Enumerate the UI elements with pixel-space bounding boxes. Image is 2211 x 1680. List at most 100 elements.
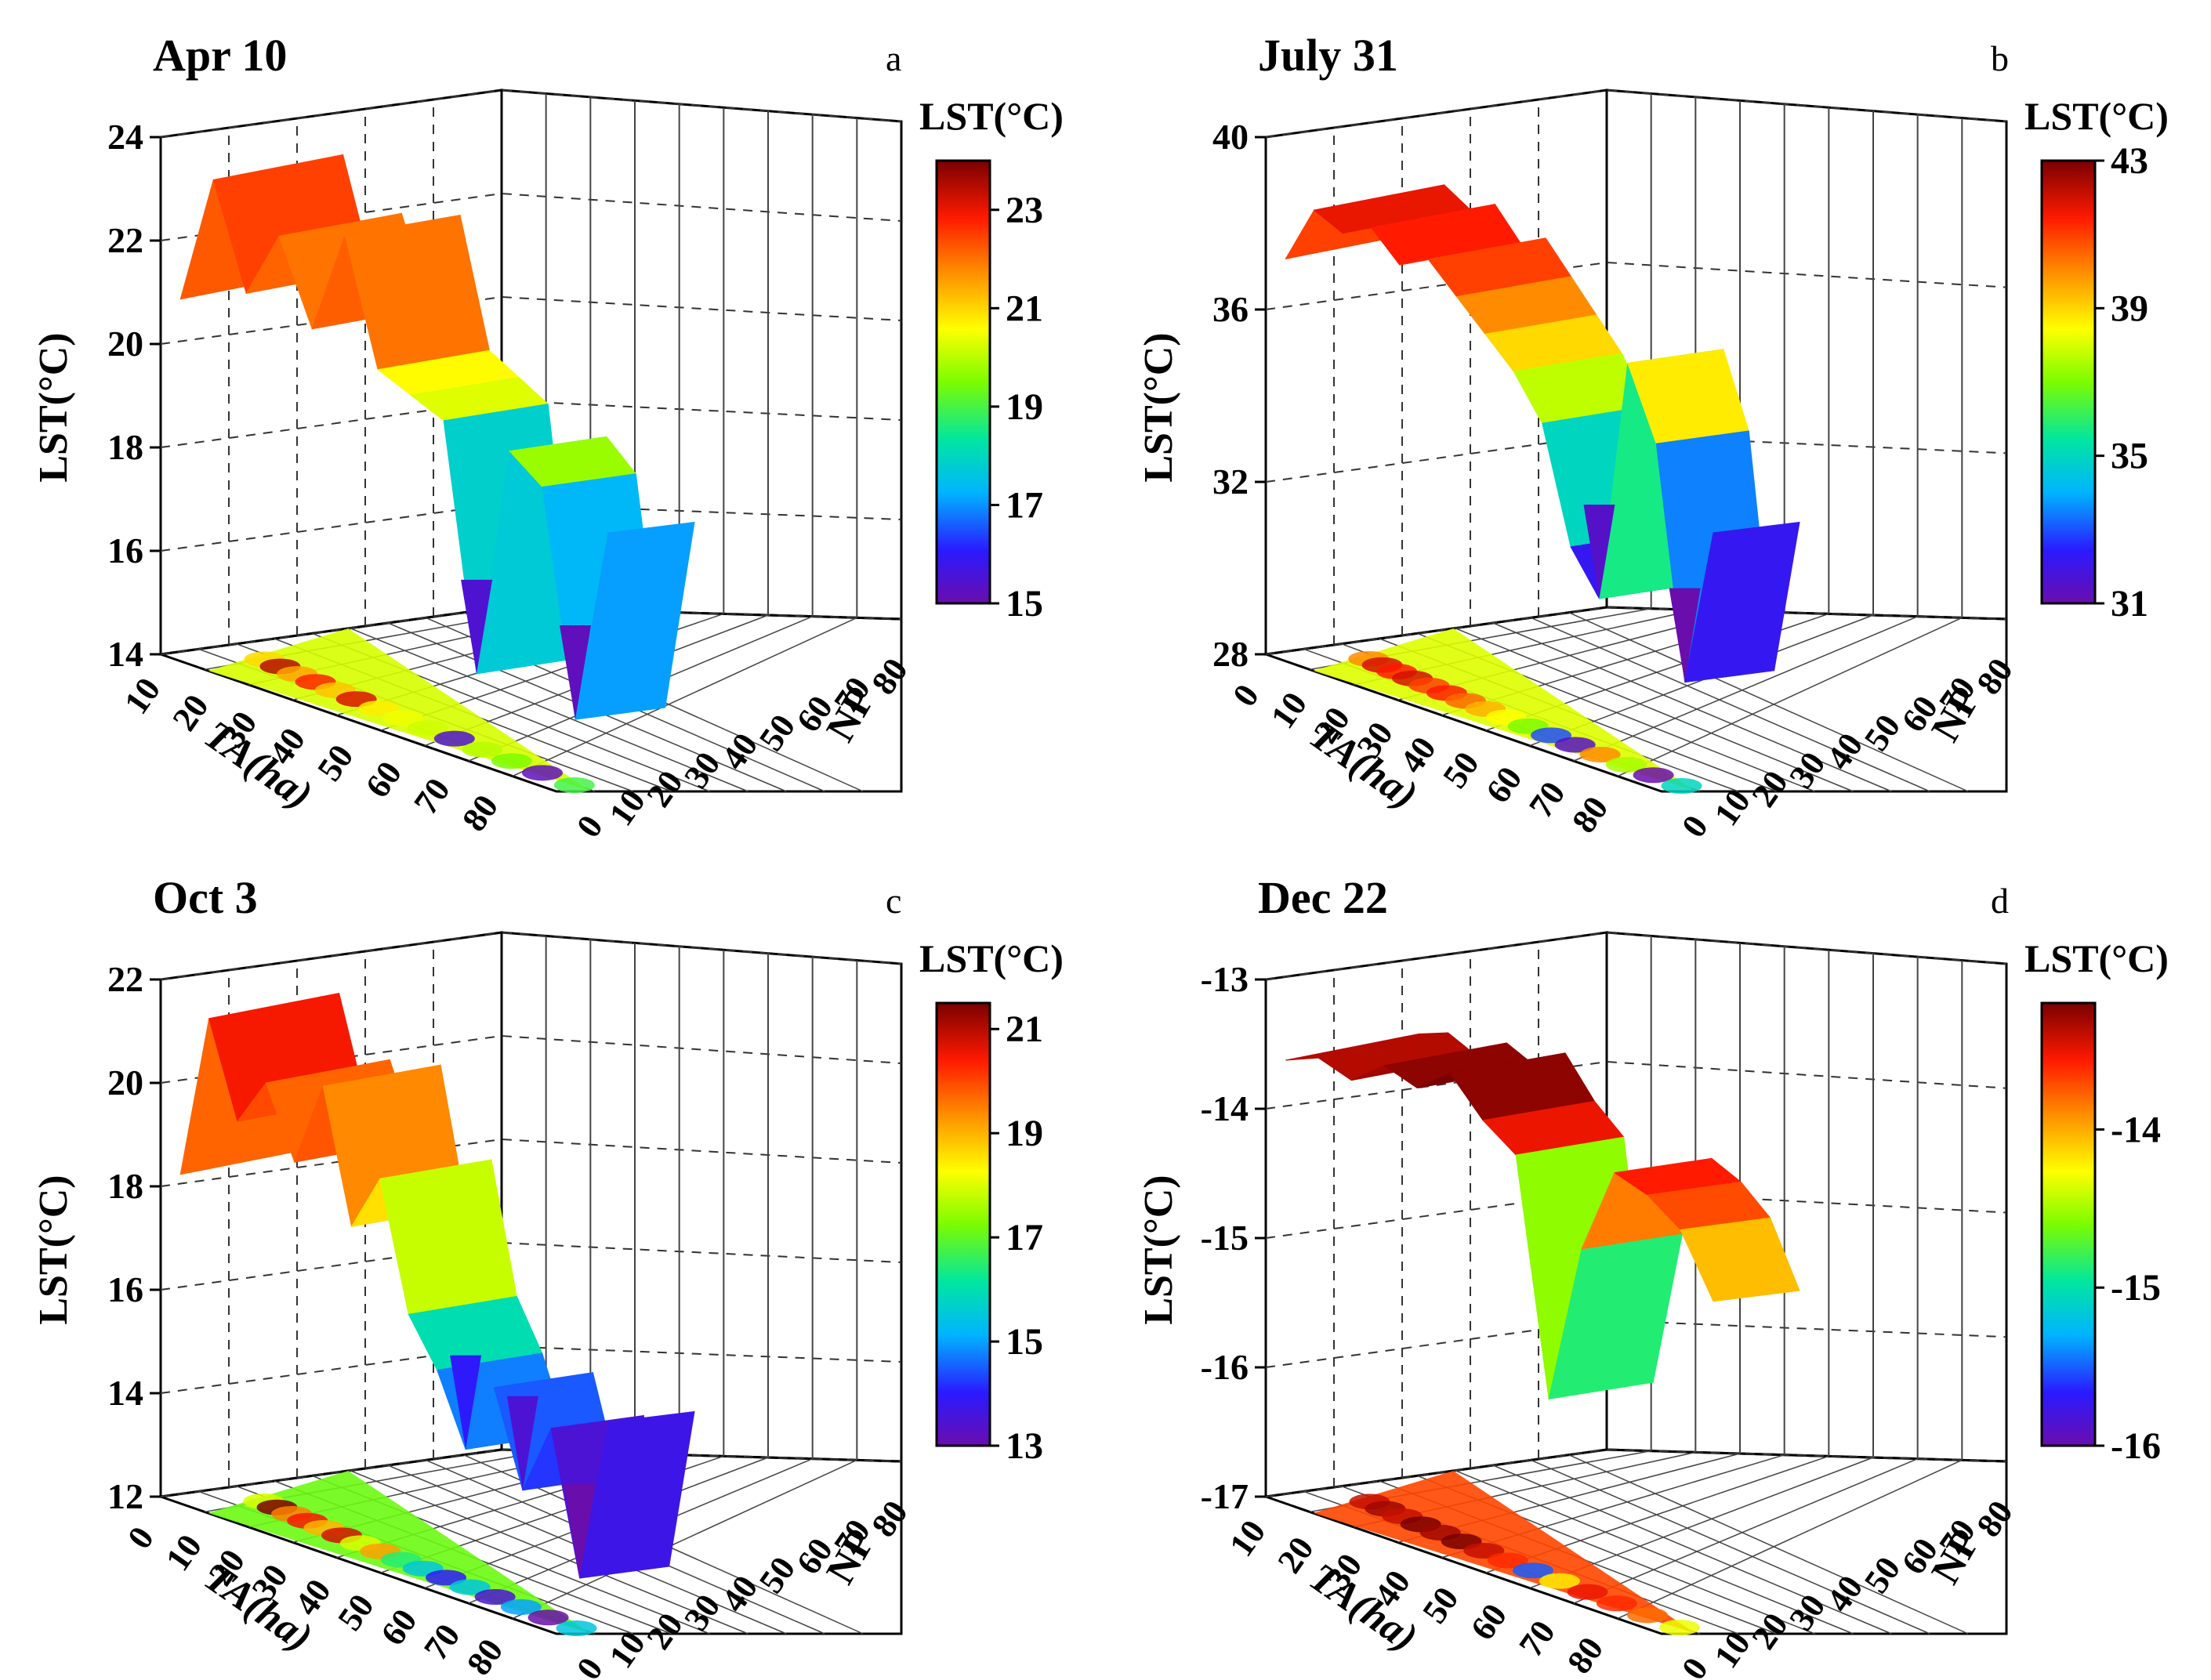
colorbar-tick-label: 17 [1006,484,1043,526]
panel-title: Oct 3 [153,872,258,923]
z-tick-label: 20 [107,1063,143,1102]
z-gridline [1265,1448,2007,1497]
surface-facet [579,1410,695,1579]
contour-projection [1313,1471,1700,1635]
surface-spike [506,1396,538,1490]
panel-letter: a [886,38,901,78]
contour-cell [407,720,448,737]
contour-cell [527,1609,569,1626]
colorbar-tick-label: 15 [1006,583,1043,625]
z-tick-label: 12 [107,1476,143,1516]
surface [1285,184,1800,683]
z-gridline [1265,606,2007,655]
contour-projection [208,1471,597,1636]
floor-gridline [512,617,857,777]
floor [160,606,903,793]
floor-gridline [1568,1454,1969,1635]
colorbar: LST(°C) 23 21 19 17 15 [919,94,1064,625]
z-tick-label: 18 [107,1166,143,1206]
surface-facet [379,1159,517,1315]
z-ticks: 12 14 16 18 20 22 [107,959,161,1516]
surface-facet [1684,521,1800,683]
x-tick-label: 70 [406,771,457,821]
panel-letter: b [1991,38,2009,78]
contour-cell [522,765,564,781]
z-tick-label: 14 [107,1373,143,1413]
colorbar-tick-label: 21 [1006,288,1043,329]
colorbar-tick-label: 23 [1006,190,1043,231]
floor-gridline [1617,1459,1963,1620]
surface-spike [560,625,592,720]
y-tick-label: 0 [569,808,611,844]
surface-spike [1669,588,1701,682]
colorbar-tick-label: -14 [2111,1109,2161,1150]
x-tick-label: 10 [1222,1513,1273,1563]
z-gridline [160,1241,902,1291]
colorbar-tick-label: 31 [2111,583,2148,625]
z-gridline [160,295,902,345]
contour-cell [1579,746,1621,762]
surface [179,154,695,720]
colorbar-tick-label: 21 [1006,1008,1043,1050]
panel-title: Apr 10 [153,30,287,81]
floor-gridline [512,1459,857,1620]
surface-spike [450,1355,482,1450]
contour-cell [500,1599,542,1615]
colorbar-tick-label: 19 [1006,1113,1043,1154]
colorbar: LST(°C) 21 19 17 15 13 [919,936,1064,1467]
colorbar-tick-label: 17 [1006,1217,1043,1258]
contour-cell [1512,1562,1553,1579]
colorbar-title: LST(°C) [2024,94,2169,138]
colorbar-title: LST(°C) [919,936,1064,980]
floor-gridline [1617,617,1963,777]
contour-cell [1627,1607,1669,1624]
colorbar-tick-label: 13 [1006,1425,1043,1467]
contour-cell [1487,1552,1528,1569]
z-tick-label: -16 [1201,1347,1249,1387]
z-ticks: -17 -16 -15 -14 -13 [1201,959,1266,1516]
floor-gridline [1455,1469,1854,1635]
contour-cell [1567,1584,1608,1600]
floor [160,1448,903,1635]
x-tick-label: 80 [455,788,506,838]
contour-cell [462,741,503,758]
colorbar: LST(°C)43 39 35 31 [2024,94,2169,625]
contour-cell [491,753,532,769]
z-tick-label: 24 [107,117,143,157]
z-tick-label: -17 [1201,1476,1249,1516]
contour-cell [433,730,475,747]
z-tick-label: 32 [1212,462,1249,501]
z-gridline [1265,931,2007,980]
floor-gridline [1531,617,1930,792]
z-tick-label: 16 [107,1269,143,1309]
panel-letter: d [1991,881,2009,921]
floor-gridline [1492,622,1892,792]
colorbar-tick-label: 35 [2111,436,2148,477]
surface-spike [1583,505,1615,599]
colorbar-tick-label: 15 [1006,1321,1043,1363]
contour-cell [1554,737,1596,753]
floor-gridline [1492,1465,1892,1635]
z-ticks: 28 32 36 40 [1212,117,1266,674]
colorbar-tick-label: -16 [2111,1425,2161,1467]
z-gridline [1265,261,2007,310]
floor-gridline [1568,611,1969,792]
colorbar-gradient [935,1001,991,1447]
colorbar-gradient [935,159,991,605]
contour-cell [1661,777,1702,794]
colorbar-gradient [2040,159,2097,605]
z-tick-label: 18 [107,427,143,467]
z-tick-label: 36 [1212,289,1249,329]
z-axis-label: LST(°C) [31,1175,76,1324]
floor [1265,606,2008,793]
x-tick-label: 0 [1225,677,1267,713]
z-tick-label: -15 [1201,1218,1249,1258]
colorbar-tick-label: -15 [2111,1267,2161,1309]
contour-cell [1633,767,1674,784]
surface-facet [1680,1217,1800,1302]
z-axis-label: LST(°C) [1136,1175,1181,1324]
x-tick-label: 10 [117,671,168,721]
x-tick-label: 60 [358,755,409,805]
